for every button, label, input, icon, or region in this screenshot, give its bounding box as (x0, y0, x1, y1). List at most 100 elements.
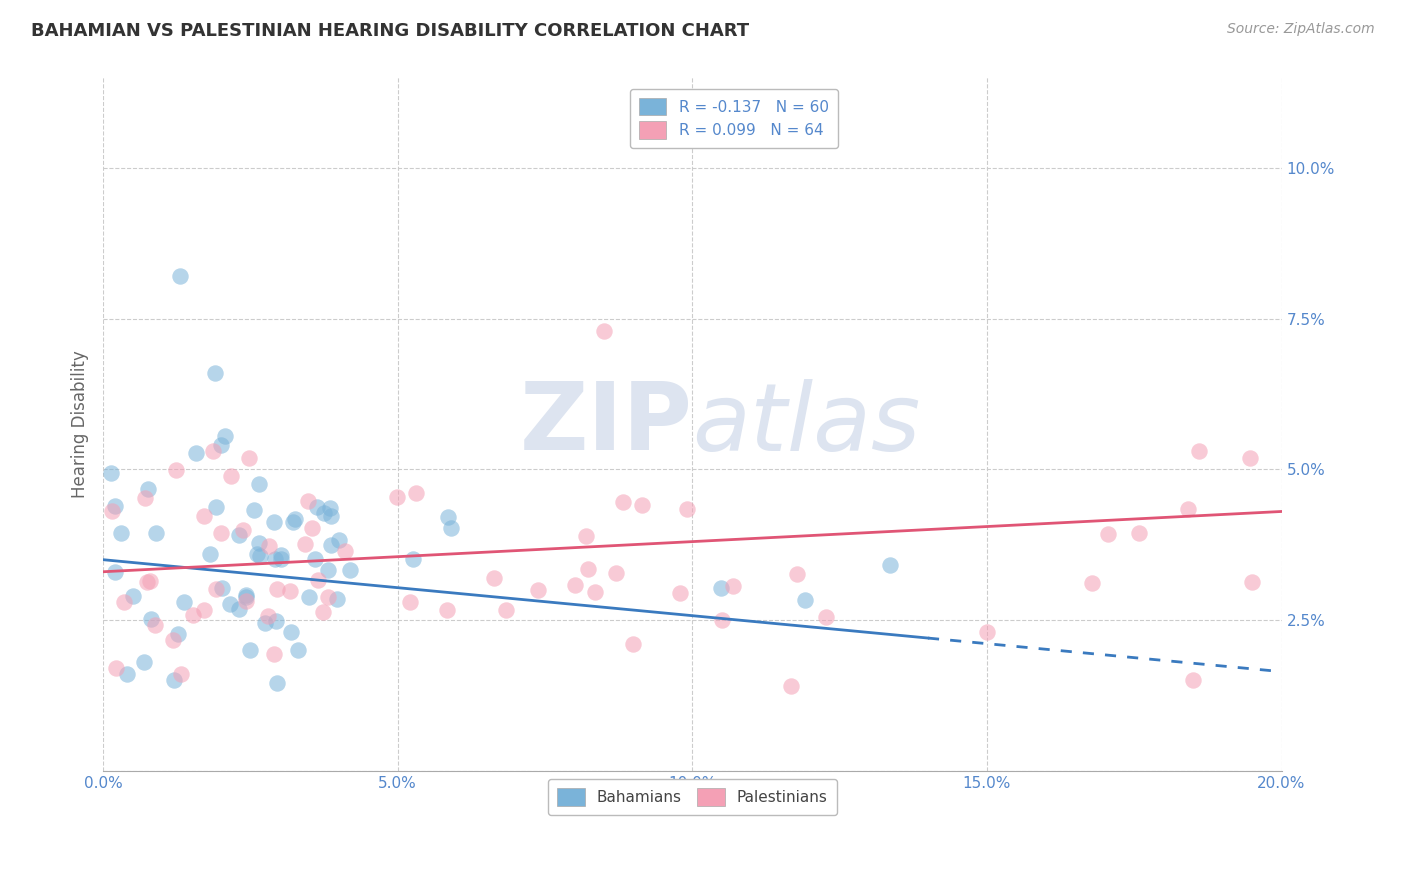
Point (266, 676, 288, 690)
Text: Source: ZipAtlas.com: Source: ZipAtlas.com (1227, 22, 1375, 37)
Point (139, 574, 162, 589)
Point (242, 503, 264, 517)
Point (270, 552, 292, 566)
Point (305, 500, 328, 515)
Point (266, 582, 288, 596)
Point (526, 582, 548, 597)
Text: BAHAMIAN VS PALESTINIAN HEARING DISABILITY CORRELATION CHART: BAHAMIAN VS PALESTINIAN HEARING DISABILI… (31, 22, 749, 40)
Point (1097, 526, 1119, 541)
Point (1182, 673, 1205, 688)
Point (263, 647, 285, 661)
Point (263, 515, 285, 529)
Point (605, 566, 627, 580)
Point (482, 571, 505, 585)
Point (163, 673, 186, 688)
Point (193, 508, 215, 523)
Point (104, 566, 127, 580)
Point (169, 269, 191, 284)
Point (235, 594, 257, 608)
Point (437, 510, 460, 524)
Point (181, 608, 204, 623)
Point (239, 643, 262, 657)
Point (143, 618, 166, 632)
Point (134, 491, 156, 505)
Point (141, 612, 163, 626)
Point (247, 476, 270, 491)
Point (281, 515, 304, 529)
Point (112, 595, 135, 609)
Point (198, 547, 221, 561)
Point (136, 483, 159, 497)
Point (319, 501, 342, 516)
Point (668, 586, 690, 600)
Point (249, 549, 271, 563)
Point (328, 533, 350, 547)
Point (266, 614, 288, 628)
Point (209, 525, 232, 540)
Point (318, 590, 340, 604)
Point (710, 613, 733, 627)
Point (405, 486, 427, 500)
Point (1080, 575, 1102, 590)
Point (184, 445, 207, 459)
Point (193, 602, 215, 616)
Point (204, 366, 226, 380)
Point (238, 451, 260, 466)
Point (814, 610, 837, 624)
Point (134, 655, 156, 669)
Point (710, 581, 733, 595)
Point (298, 590, 321, 604)
Point (287, 643, 309, 657)
Legend: Bahamians, Palestinians: Bahamians, Palestinians (548, 779, 837, 815)
Point (623, 637, 645, 651)
Point (312, 605, 335, 619)
Point (280, 583, 302, 598)
Point (219, 469, 242, 483)
Point (385, 490, 408, 504)
Point (319, 508, 342, 523)
Point (301, 521, 323, 535)
Point (612, 495, 634, 509)
Point (1177, 501, 1199, 516)
Point (270, 548, 292, 562)
Point (110, 526, 132, 541)
Point (257, 609, 280, 624)
Point (136, 574, 159, 589)
Point (253, 616, 276, 631)
Point (786, 566, 808, 581)
Point (326, 591, 349, 606)
Point (166, 627, 188, 641)
Point (235, 588, 257, 602)
Point (398, 595, 420, 609)
Point (1128, 526, 1150, 541)
Point (100, 466, 122, 480)
Point (316, 562, 339, 576)
Point (307, 573, 329, 587)
Point (319, 538, 342, 552)
Point (257, 539, 280, 553)
Point (314, 506, 336, 520)
Point (280, 624, 302, 639)
Point (576, 562, 599, 576)
Point (145, 525, 167, 540)
Point (235, 590, 257, 604)
Point (585, 585, 607, 599)
Point (122, 590, 145, 604)
Point (1188, 444, 1211, 458)
Point (593, 324, 616, 338)
Point (333, 544, 356, 558)
Point (297, 493, 319, 508)
Point (204, 582, 226, 596)
Point (264, 551, 287, 566)
Point (170, 666, 193, 681)
Point (976, 625, 998, 640)
Point (575, 529, 598, 543)
Point (1241, 575, 1264, 590)
Point (495, 603, 517, 617)
Point (219, 598, 242, 612)
Point (205, 500, 228, 514)
Point (780, 679, 803, 693)
Point (173, 595, 195, 609)
Y-axis label: Hearing Disability: Hearing Disability (72, 351, 89, 498)
Point (294, 537, 316, 551)
